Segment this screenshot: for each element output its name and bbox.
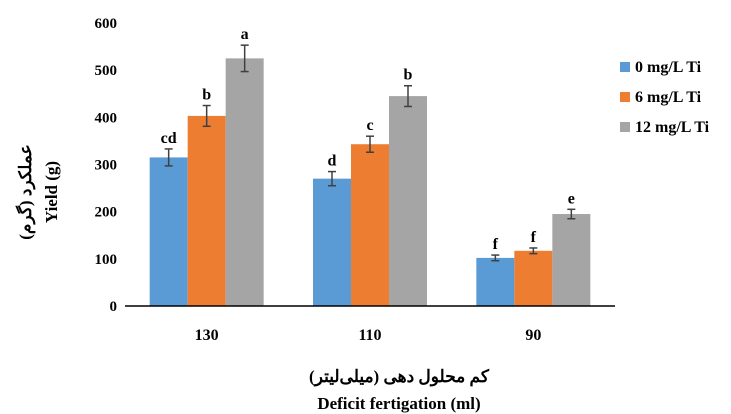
bar	[313, 178, 351, 306]
y-tick-label: 400	[95, 110, 118, 126]
x-tick-label: 90	[525, 327, 541, 344]
bar	[476, 257, 515, 306]
significance-label: c	[366, 117, 373, 134]
significance-label: b	[404, 67, 413, 84]
significance-label: b	[202, 87, 211, 104]
y-tick-label: 200	[95, 205, 118, 221]
legend-label: 6 mg/L Ti	[635, 89, 702, 106]
x-axis-ticks: 130 110 90	[195, 327, 542, 344]
bar	[552, 214, 591, 306]
x-tick-label: 130	[195, 327, 219, 344]
legend-swatch	[620, 92, 630, 102]
bar	[149, 157, 188, 306]
bar	[514, 250, 553, 306]
error-bars	[164, 44, 576, 262]
legend-label: 12 mg/L Ti	[635, 119, 710, 136]
x-tick-label: 110	[358, 327, 381, 344]
y-axis-title: Yield (g)	[42, 161, 61, 223]
bar	[389, 96, 427, 306]
legend-label: 0 mg/L Ti	[635, 59, 702, 76]
legend-swatch	[620, 62, 630, 72]
legend-swatch	[620, 122, 630, 132]
significance-label: f	[493, 236, 499, 253]
x-axis-title-fa: کم محلول دهی (میلی‌لیتر)	[309, 367, 490, 387]
bar	[225, 58, 264, 306]
significance-label: cd	[161, 130, 177, 147]
y-tick-label: 600	[95, 16, 118, 32]
y-tick-label: 300	[95, 158, 118, 174]
bar	[187, 115, 226, 306]
y-tick-label: 100	[95, 252, 118, 268]
significance-label: d	[328, 153, 337, 170]
y-axis-title-fa: عملکرد (گرم)	[15, 144, 36, 240]
x-axis-title: Deficit fertigation (ml)	[317, 394, 480, 413]
legend: 0 mg/L Ti 6 mg/L Ti 12 mg/L Ti	[620, 59, 710, 136]
y-tick-label: 0	[110, 299, 118, 315]
significance-label: a	[241, 26, 249, 43]
bar	[351, 144, 389, 306]
significance-label: f	[531, 229, 537, 246]
y-tick-label: 500	[95, 63, 118, 79]
significance-labels: cd b a d c b f f e	[161, 26, 575, 253]
bars	[149, 58, 591, 306]
significance-label: e	[568, 190, 575, 207]
y-axis-ticks: 0 100 200 300 400 500 600	[95, 16, 118, 315]
